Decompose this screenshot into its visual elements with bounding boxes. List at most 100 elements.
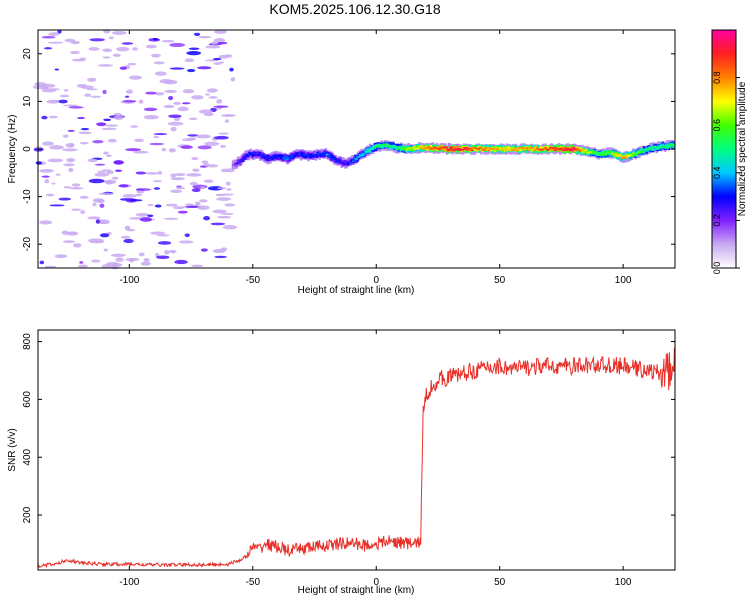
colorbar-tick-label: 0.6 [712, 119, 722, 132]
noise-blob [206, 164, 219, 168]
ridge-cell [492, 146, 495, 150]
x-tick-label: -50 [246, 275, 261, 286]
ridge-cell [419, 146, 423, 148]
noise-blob [48, 115, 58, 119]
ridge-cell [547, 148, 551, 151]
ridge-cell [351, 160, 355, 163]
ridge-cell [570, 148, 573, 150]
ridge-cell [391, 146, 394, 148]
noise-blob [217, 215, 232, 219]
noise-blob [153, 180, 162, 183]
snr-x-ticks: -100 -50 0 50 100 [119, 330, 632, 588]
noise-blob [84, 93, 92, 97]
noise-blob [59, 94, 70, 98]
noise-blob [168, 95, 174, 101]
ridge-cell [431, 148, 435, 151]
ridge-cell [238, 159, 241, 162]
noise-blob [92, 198, 105, 203]
colorbar: 0.0 0.2 0.4 0.6 0.8 Normalized spectral ampl… [711, 29, 748, 275]
noise-blob [90, 95, 102, 98]
ridge-cell [603, 151, 607, 153]
noise-blob [153, 187, 161, 190]
ridge-cell [378, 145, 382, 147]
noise-blob [102, 48, 113, 52]
ridge-cell [623, 156, 626, 159]
ridge-cell [555, 147, 558, 150]
noise-blob [63, 163, 75, 167]
noise-blob [47, 41, 64, 44]
ridge-cell [657, 147, 661, 149]
noise-blob [130, 125, 139, 128]
ridge-cell [303, 154, 307, 156]
ridge-cell [498, 147, 502, 149]
snr-series-line [37, 347, 676, 569]
y-tick-label: -10 [22, 189, 33, 204]
ridge-cell [349, 162, 352, 164]
noise-blob [143, 114, 159, 120]
ridge-cell [477, 148, 481, 150]
ridge-cell [341, 161, 345, 163]
ridge-cell [493, 148, 497, 151]
noise-blob [206, 88, 218, 93]
noise-blob [125, 148, 142, 152]
ridge-cell [399, 147, 403, 150]
noise-blob [153, 61, 165, 65]
ridge-cell [666, 144, 669, 147]
noise-blob [169, 42, 186, 48]
noise-blob [224, 203, 236, 207]
noise-blob [102, 56, 111, 59]
noise-blob [163, 250, 170, 255]
noise-blob [220, 144, 227, 148]
ridge-cell [329, 153, 332, 158]
noise-blob [133, 150, 149, 154]
noise-blob [32, 85, 49, 90]
ridge-cell [265, 158, 268, 160]
noise-blob [48, 32, 60, 36]
ridge-cell [584, 149, 588, 151]
noise-blob [204, 141, 220, 146]
noise-blob [88, 47, 100, 51]
noise-blob [196, 66, 212, 70]
ridge-cell [296, 152, 299, 154]
ridge-cell [357, 156, 361, 158]
noise-blob [207, 186, 224, 191]
noise-blob [218, 132, 230, 135]
noise-blob [191, 264, 204, 268]
ridge-cell [412, 146, 415, 148]
noise-blob [62, 240, 76, 244]
ridge-cell [521, 147, 525, 150]
ridge-cell [249, 153, 252, 156]
noise-blob [97, 170, 107, 173]
noise-blob [128, 75, 143, 80]
noise-blob [41, 35, 56, 39]
ridge-cell [400, 148, 404, 151]
noise-blob [114, 169, 123, 173]
noise-blob [161, 40, 175, 43]
ridge-cell [368, 149, 372, 151]
ridge-cell [288, 157, 292, 159]
colorbar-tick-label: 0.0 [712, 262, 722, 275]
noise-blob [176, 187, 186, 190]
colorbar-tick-label: 0.2 [712, 214, 722, 227]
ridge-cell [326, 155, 330, 157]
noise-blob [168, 148, 176, 153]
ridge-cell [447, 149, 451, 151]
noise-blob [67, 129, 75, 132]
ridge-cell [396, 147, 399, 150]
ridge-cell [409, 149, 413, 151]
ridge-cell [314, 154, 318, 157]
colorbar-tick-label: 0.8 [712, 71, 722, 84]
ridge-cell [487, 149, 490, 152]
noise-blob [44, 265, 57, 268]
noise-blob [184, 233, 190, 238]
snr-panel: -100 -50 0 50 100 200 400 600 800 Height of str… [7, 329, 676, 596]
ridge-cell [240, 158, 244, 161]
ridge-cell [668, 143, 672, 146]
ridge-cell [613, 153, 616, 156]
noise-blob [147, 214, 154, 218]
ridge-cell [597, 154, 600, 156]
ridge-cell [426, 147, 430, 151]
ridge-cell [577, 148, 581, 151]
noise-blob [168, 114, 182, 119]
